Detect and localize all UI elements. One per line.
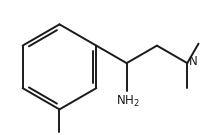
Text: N: N (189, 55, 198, 68)
Text: NH$_2$: NH$_2$ (116, 94, 140, 109)
